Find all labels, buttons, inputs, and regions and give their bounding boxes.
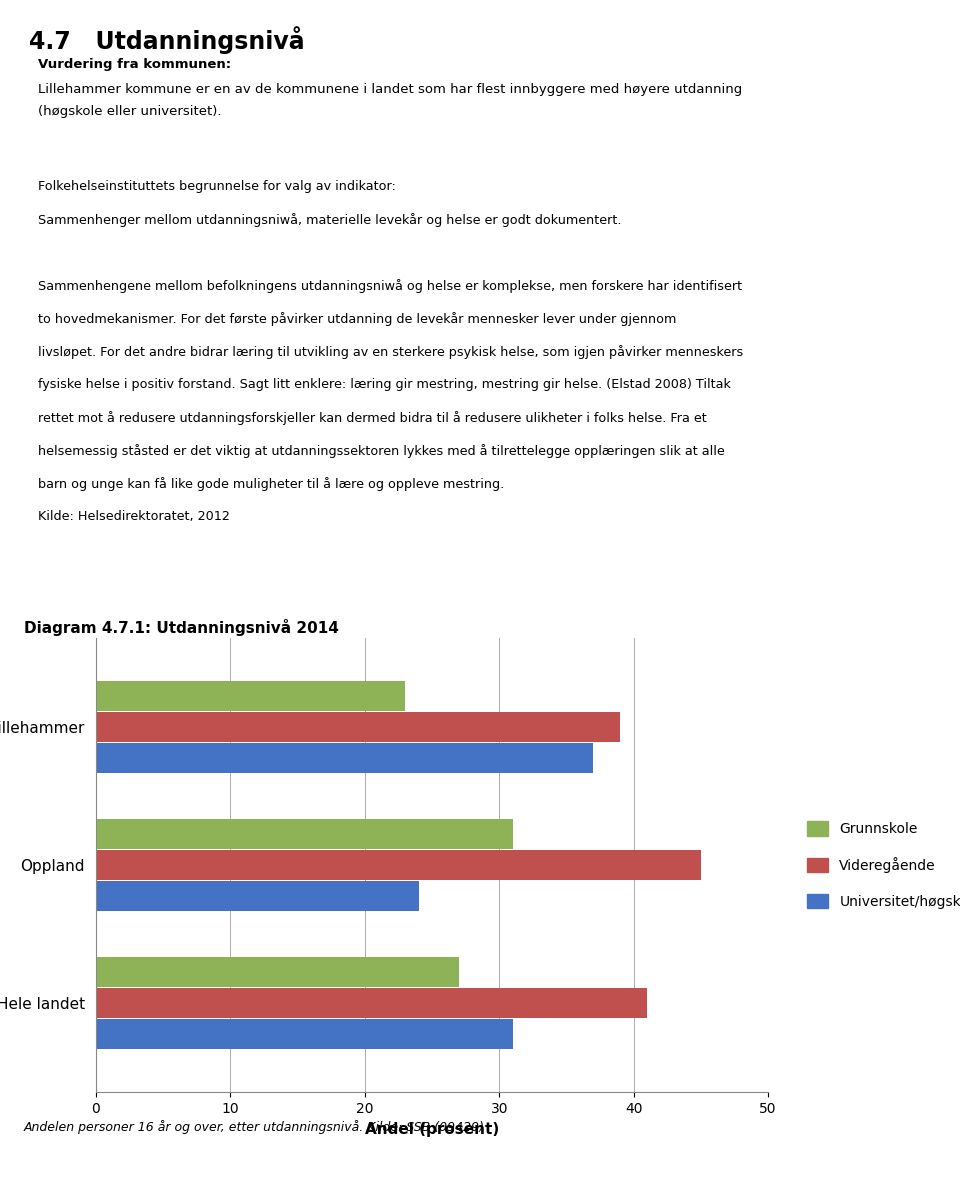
Text: Andelen personer 16 år og over, etter utdanningsnivå. Kilde: SSB (09429): Andelen personer 16 år og over, etter ut… bbox=[24, 1120, 485, 1134]
Bar bbox=[96, 681, 405, 711]
Text: Lillehammer kommune er en av de kommunene i landet som har flest innbyggere med : Lillehammer kommune er en av de kommunen… bbox=[38, 83, 743, 96]
Bar bbox=[96, 712, 620, 743]
Text: 4.7   Utdanningsnivå: 4.7 Utdanningsnivå bbox=[29, 26, 304, 54]
Bar bbox=[96, 987, 647, 1018]
Bar bbox=[96, 818, 513, 849]
Legend: Grunnskole, Videregående, Universitet/høgskole: Grunnskole, Videregående, Universitet/hø… bbox=[802, 816, 960, 914]
Text: Diagram 4.7.1: Utdanningsnivå 2014: Diagram 4.7.1: Utdanningsnivå 2014 bbox=[24, 619, 339, 635]
Text: Sammenhenger mellom utdanningsniwå, materielle levekår og helse er godt dokument: Sammenhenger mellom utdanningsniwå, mate… bbox=[38, 213, 622, 227]
Bar bbox=[96, 881, 419, 912]
Text: rettet mot å redusere utdanningsforskjeller kan dermed bidra til å redusere ulik: rettet mot å redusere utdanningsforskjel… bbox=[38, 411, 708, 425]
Bar bbox=[96, 743, 593, 774]
Bar bbox=[96, 850, 701, 880]
Text: fysiske helse i positiv forstand. Sagt litt enklere: læring gir mestring, mestri: fysiske helse i positiv forstand. Sagt l… bbox=[38, 378, 732, 391]
Text: Kilde: Helsedirektoratet, 2012: Kilde: Helsedirektoratet, 2012 bbox=[38, 510, 230, 523]
Bar bbox=[96, 1019, 513, 1049]
Text: helsemessig ståsted er det viktig at utdanningssektoren lykkes med å tilretteleg: helsemessig ståsted er det viktig at utd… bbox=[38, 444, 725, 458]
Text: to hovedmekanismer. For det første påvirker utdanning de levekår mennesker lever: to hovedmekanismer. For det første påvir… bbox=[38, 312, 677, 326]
Text: Folkehelseinstituttets begrunnelse for valg av indikator:: Folkehelseinstituttets begrunnelse for v… bbox=[38, 180, 396, 193]
Text: livsløpet. For det andre bidrar læring til utvikling av en sterkere psykisk hels: livsløpet. For det andre bidrar læring t… bbox=[38, 345, 744, 359]
Text: barn og unge kan få like gode muligheter til å lære og oppleve mestring.: barn og unge kan få like gode muligheter… bbox=[38, 477, 505, 491]
Bar bbox=[96, 957, 459, 987]
X-axis label: Andel (prosent): Andel (prosent) bbox=[365, 1122, 499, 1136]
Text: (høgskole eller universitet).: (høgskole eller universitet). bbox=[38, 105, 222, 118]
Text: Sammenhengene mellom befolkningens utdanningsniwå og helse er komplekse, men for: Sammenhengene mellom befolkningens utdan… bbox=[38, 279, 742, 293]
Text: Vurdering fra kommunen:: Vurdering fra kommunen: bbox=[38, 58, 231, 71]
